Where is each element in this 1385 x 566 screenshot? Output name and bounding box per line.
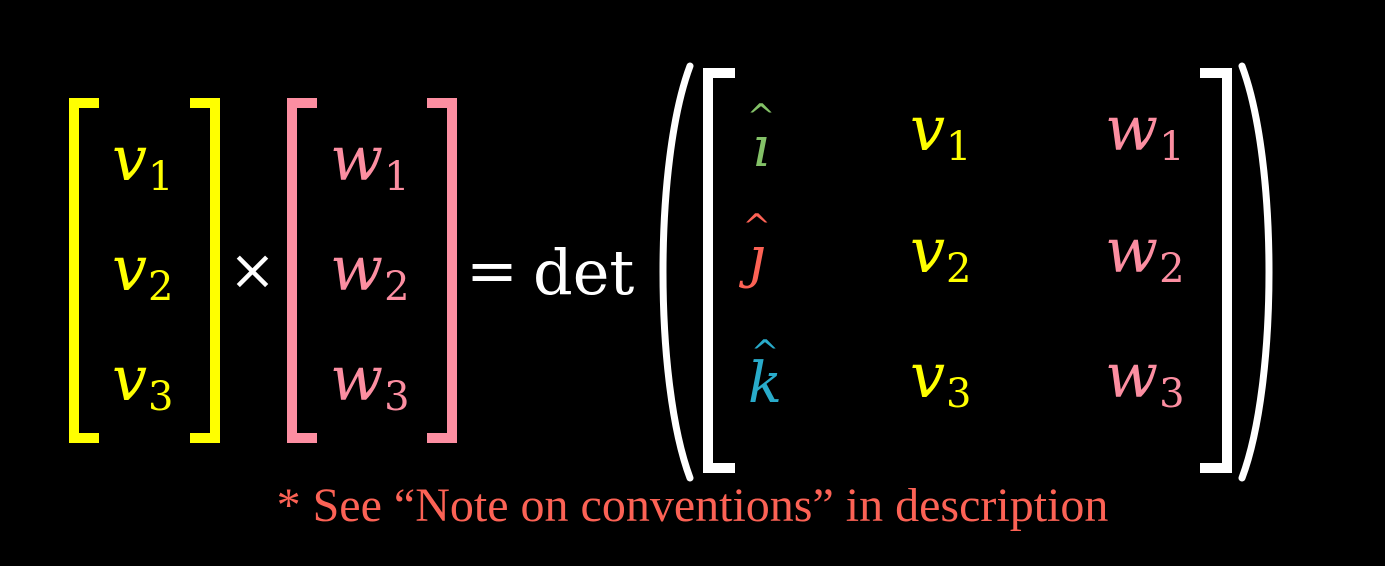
j-hat-accent: ^ [742,207,771,247]
equals-symbol: = [466,234,518,307]
k-hat-accent: ^ [750,333,780,373]
matrix-w1-letter: w [1105,92,1159,165]
k-hat-entry: ^ k [748,336,782,412]
matrix-v2-subscript: 2 [946,246,972,292]
v2-entry: v2 [112,238,173,308]
v1-entry: v1 [112,128,173,198]
i-hat-entry: ^ ı [747,100,776,180]
matrix-w2-entry: w2 [1105,220,1185,290]
matrix-w3-letter: w [1105,339,1159,412]
matrix-w1-subscript: 1 [1159,124,1185,170]
v-vector-right-bracket [190,98,220,443]
i-hat-letter: ı [752,115,770,180]
w1-subscript: 1 [384,154,410,200]
v2-subscript: 2 [148,264,174,310]
w2-letter: w [330,232,384,305]
right-parenthesis [1238,62,1273,482]
left-parenthesis [659,62,694,482]
matrix-v1-letter: v [910,92,946,165]
j-hat-letter: ȷ [748,225,766,290]
w3-entry: w3 [330,348,410,418]
v2-letter: v [112,232,148,305]
conventions-footnote: * See “Note on conventions” in descripti… [276,479,1109,532]
cross-symbol: × [229,238,276,303]
matrix-v3-entry: v3 [910,345,971,415]
w2-subscript: 2 [384,264,410,310]
w3-letter: w [330,342,384,415]
matrix-v2-letter: v [910,214,946,287]
v3-entry: v3 [112,348,173,418]
matrix-v3-letter: v [910,339,946,412]
w-vector-right-bracket [427,98,457,443]
matrix-right-bracket [1200,68,1232,473]
w2-entry: w2 [330,238,410,308]
k-hat-letter: k [748,351,782,416]
matrix-w2-subscript: 2 [1159,246,1185,292]
v1-letter: v [112,122,148,195]
w1-entry: w1 [330,128,410,198]
matrix-v2-entry: v2 [910,220,971,290]
matrix-w1-entry: w1 [1105,98,1185,168]
j-hat-entry: ^ ȷ [742,210,771,290]
matrix-w2-letter: w [1105,214,1159,287]
v1-subscript: 1 [148,154,174,200]
det-label: det [533,236,635,309]
matrix-left-bracket [703,68,735,473]
w3-subscript: 3 [384,374,410,420]
w1-letter: w [330,122,384,195]
matrix-w3-subscript: 3 [1159,371,1185,417]
v3-letter: v [112,342,148,415]
i-hat-accent: ^ [746,97,776,137]
matrix-v3-subscript: 3 [946,371,972,417]
v-vector-left-bracket [69,98,99,443]
matrix-w3-entry: w3 [1105,345,1185,415]
matrix-v1-subscript: 1 [946,124,972,170]
w-vector-left-bracket [287,98,317,443]
matrix-v1-entry: v1 [910,98,971,168]
v3-subscript: 3 [148,374,174,420]
